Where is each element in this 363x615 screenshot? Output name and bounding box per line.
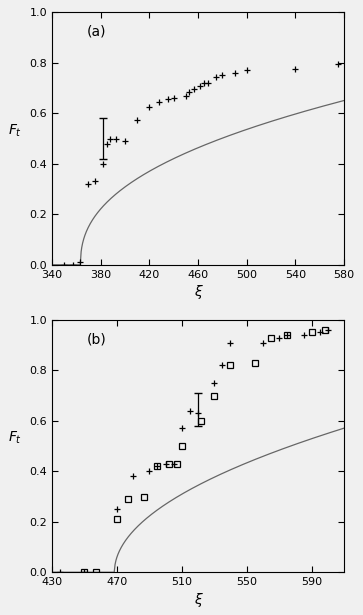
- X-axis label: ξ: ξ: [194, 285, 202, 299]
- X-axis label: ξ: ξ: [194, 593, 202, 606]
- Y-axis label: $F_t$: $F_t$: [8, 430, 23, 446]
- Text: (b): (b): [87, 333, 107, 346]
- Y-axis label: $F_t$: $F_t$: [8, 122, 23, 138]
- Text: (a): (a): [87, 25, 106, 39]
